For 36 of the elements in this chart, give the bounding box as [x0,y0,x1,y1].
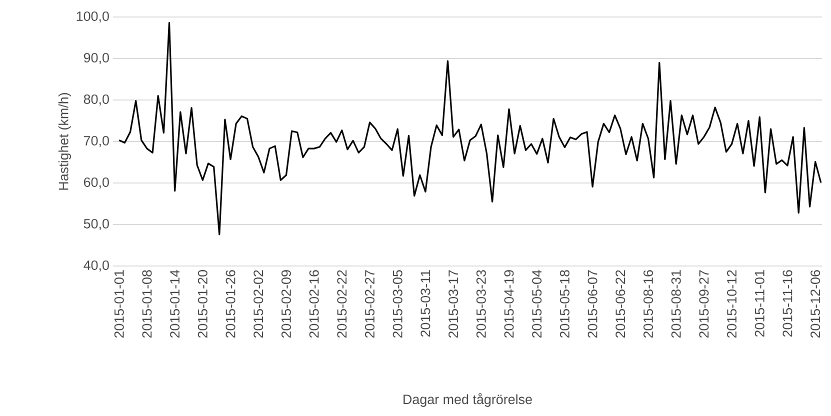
y-tick-label: 100,0 [76,11,109,23]
x-tick-label: 2015-05-04 [532,270,542,338]
y-tick-label: 60,0 [84,177,109,189]
x-tick-label: 2015-01-20 [198,270,208,338]
x-tick-label: 2015-05-18 [560,270,570,338]
line-series [118,22,822,236]
x-tick-label: 2015-11-16 [782,270,792,337]
x-tick-label: 2015-02-27 [365,270,375,338]
x-tick-label: 2015-10-12 [727,270,737,338]
y-axis-title: Hastighet (km/h) [58,93,71,190]
x-tick-label: 2015-03-17 [448,270,458,338]
x-tick-label: 2015-02-02 [254,270,264,338]
x-tick-label: 2015-08-31 [671,270,681,338]
x-tick-label: 2015-12-06 [810,270,820,338]
x-tick-label: 2015-03-11 [420,270,430,337]
y-tick-label: 70,0 [84,136,109,148]
x-tick-label: 2015-11-01 [754,270,764,337]
x-axis-title: Dagar med tågrörelse [404,393,532,407]
x-tick-label: 2015-01-14 [170,270,180,338]
y-tick-label: 90,0 [84,52,109,64]
y-tick-label: 50,0 [84,218,109,230]
x-tick-label: 2015-01-08 [142,270,152,338]
x-tick-label: 2015-08-16 [643,270,653,338]
x-tick-label: 2015-03-23 [476,270,486,338]
x-tick-label: 2015-02-16 [309,270,319,338]
y-tick-label: 80,0 [84,94,109,106]
x-tick-label: 2015-06-22 [616,270,626,338]
x-tick-label: 2015-02-09 [281,270,291,338]
x-tick-label: 2015-01-26 [226,270,236,338]
x-tick-label: 2015-01-01 [114,270,124,338]
x-tick-label: 2015-06-07 [588,270,598,338]
y-tick-label: 40,0 [84,260,109,272]
x-tick-label: 2015-04-19 [504,270,514,338]
x-tick-label: 2015-03-05 [392,270,402,338]
x-tick-label: 2015-09-27 [699,270,709,338]
x-tick-label: 2015-02-22 [337,270,347,338]
